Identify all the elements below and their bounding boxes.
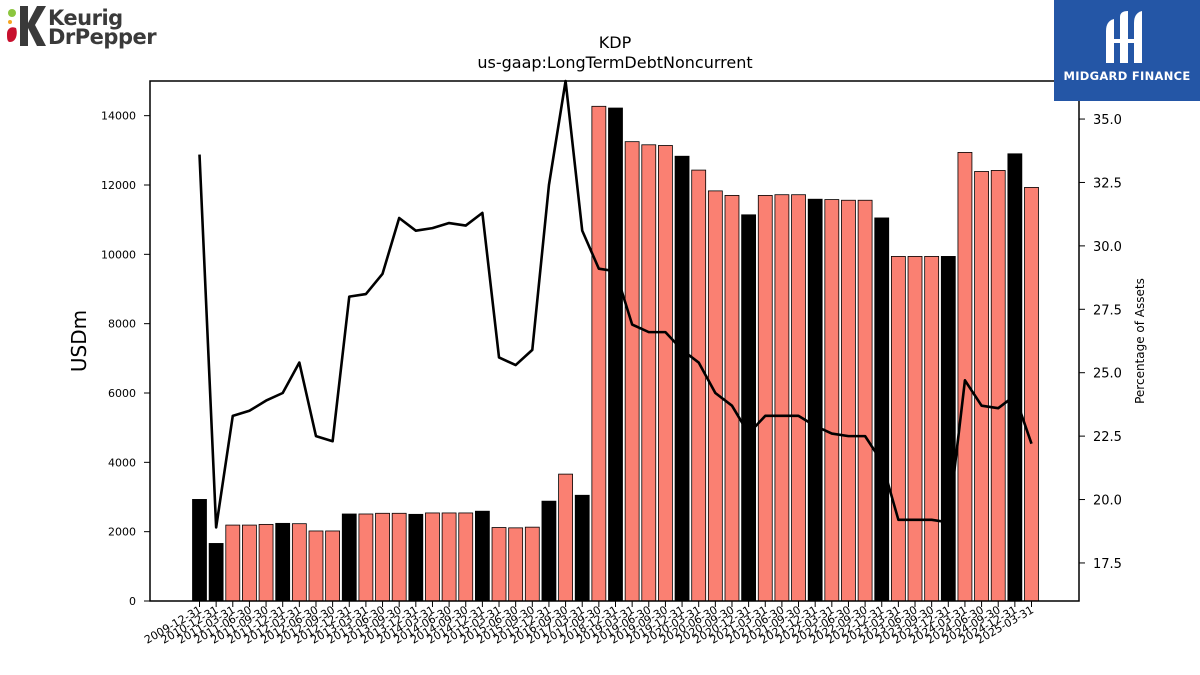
bar <box>1007 153 1023 602</box>
midgard-icon <box>1106 11 1142 63</box>
y-axis-left: 0 2000 4000 6000 8000 10000 12000 14000 <box>101 110 150 608</box>
y2-tick-label: 30.0 <box>1093 240 1122 255</box>
bar <box>524 526 540 602</box>
y-axis-right: 17.5 20.0 22.5 25.0 27.5 30.0 32.5 35.0 <box>1079 113 1122 572</box>
y-tick-label: 14000 <box>101 110 136 123</box>
bar <box>225 524 241 602</box>
y-tick-label: 12000 <box>101 179 136 192</box>
bar <box>275 522 291 602</box>
bar <box>841 199 856 602</box>
bar <box>658 145 673 602</box>
bar <box>541 500 557 602</box>
bar <box>674 155 690 602</box>
bar <box>558 473 573 602</box>
y2-tick-label: 32.5 <box>1093 176 1122 191</box>
bar <box>824 199 840 602</box>
watermark-logo: MIDGARD FINANCE <box>1054 0 1200 101</box>
y-axis-label: USDm <box>67 310 91 372</box>
chart-title: KDP <box>599 33 632 52</box>
y2-tick-label: 22.5 <box>1093 430 1122 445</box>
bar <box>791 194 806 602</box>
bar <box>990 170 1006 602</box>
bar <box>874 217 890 602</box>
bar <box>291 523 307 602</box>
bar <box>907 256 923 602</box>
keurig-drpepper-icon <box>7 6 46 46</box>
logo-text-line2: DrPepper <box>48 25 157 49</box>
y-tick-label: 0 <box>129 595 136 608</box>
bar <box>857 199 873 602</box>
bar <box>192 499 207 602</box>
bar <box>408 513 424 602</box>
bar <box>608 107 623 602</box>
y2-tick-label: 20.0 <box>1093 494 1122 509</box>
bar <box>591 105 607 602</box>
bar <box>308 530 324 602</box>
bar <box>940 256 956 602</box>
bar <box>741 214 757 602</box>
y-tick-label: 6000 <box>108 387 136 400</box>
y2-tick-label: 17.5 <box>1093 557 1122 572</box>
bar <box>724 194 740 602</box>
percentage-line <box>198 79 1033 529</box>
watermark-text: MIDGARD FINANCE <box>1063 69 1191 83</box>
bar <box>458 512 474 602</box>
bar <box>890 256 906 602</box>
bar <box>574 494 590 602</box>
logo-text-line1: Keurig <box>48 6 123 30</box>
y2-tick-label: 25.0 <box>1093 367 1122 382</box>
y-tick-label: 2000 <box>108 526 136 539</box>
bar <box>341 513 357 602</box>
bar <box>508 527 524 602</box>
bar <box>441 512 457 602</box>
bar <box>924 256 940 602</box>
plot-frame <box>149 80 1080 602</box>
bar <box>358 513 374 602</box>
bar <box>807 198 823 602</box>
bar <box>425 512 440 602</box>
bar <box>974 171 989 602</box>
bar <box>1024 187 1039 602</box>
y2-tick-label: 35.0 <box>1093 113 1122 128</box>
bar <box>491 527 507 602</box>
bar <box>474 510 490 602</box>
bar <box>242 524 257 602</box>
bar <box>774 194 790 602</box>
y2-axis-label: Percentage of Assets <box>1133 278 1147 404</box>
bar <box>391 512 407 602</box>
bar <box>957 152 973 602</box>
bar <box>691 169 707 602</box>
bar <box>757 194 773 602</box>
bar <box>375 512 390 602</box>
chart-subtitle: us-gaap:LongTermDebtNoncurrent <box>477 53 752 72</box>
bar-group <box>192 105 1039 602</box>
bar <box>325 530 341 602</box>
bar <box>258 523 274 602</box>
y-tick-label: 4000 <box>108 456 136 469</box>
y-tick-label: 10000 <box>101 248 136 261</box>
bar <box>641 144 657 602</box>
bar <box>208 543 224 602</box>
x-axis: 2009-12-312010-12-312011-03-312011-06-30… <box>142 601 1036 647</box>
y-tick-label: 8000 <box>108 318 136 331</box>
y2-tick-label: 27.5 <box>1093 303 1122 318</box>
bar <box>624 141 640 602</box>
company-logo: Keurig DrPepper <box>4 4 157 50</box>
